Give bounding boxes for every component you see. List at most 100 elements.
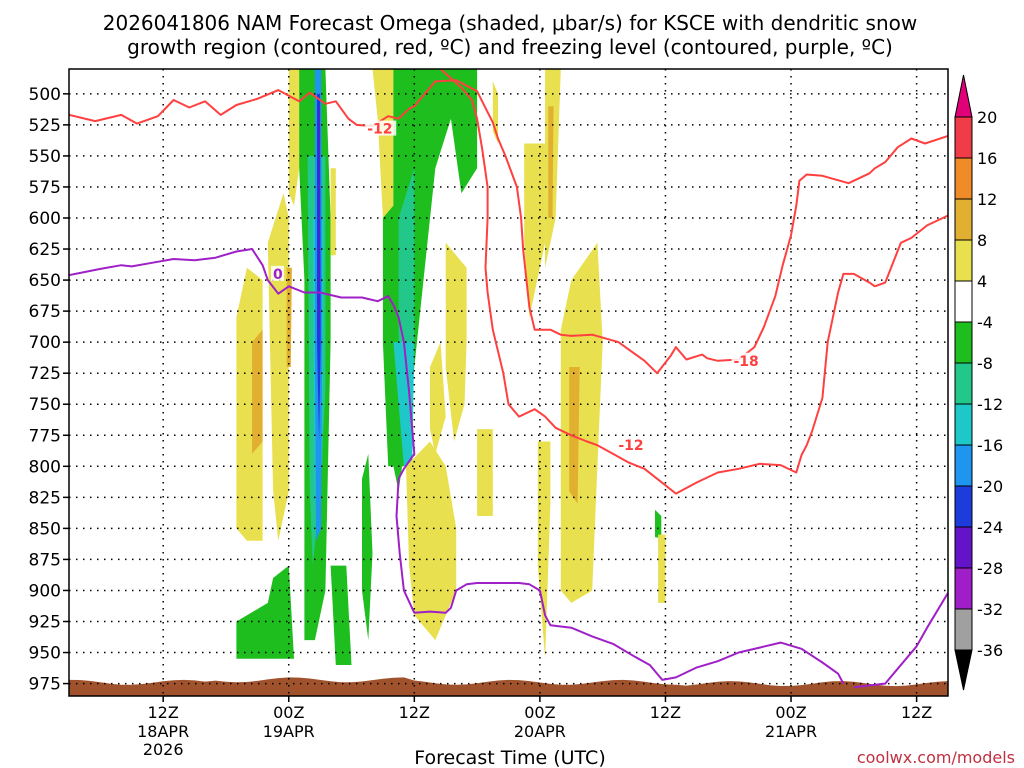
colorbar-label: 16 xyxy=(977,149,997,168)
omega-region-4-7 xyxy=(430,342,446,454)
y-tick-label: 600 xyxy=(29,209,61,229)
omega-region-4-14 xyxy=(658,534,666,603)
y-tick-label: 900 xyxy=(29,581,61,601)
omega-region-4-6 xyxy=(445,242,467,442)
colorbar-bin xyxy=(954,198,973,241)
colorbar-label: -12 xyxy=(977,395,1003,414)
omega-region-neg4-6 xyxy=(655,509,662,539)
y-tick-label: 750 xyxy=(29,395,61,415)
x-tick-label: 12Z xyxy=(399,703,430,722)
colorbar-label: -20 xyxy=(977,477,1003,496)
colorbar-bin xyxy=(954,321,973,364)
colorbar-label: -32 xyxy=(977,600,1003,619)
credit-text: coolwx.com/models xyxy=(857,748,1015,767)
omega-region-4-0 xyxy=(236,267,263,541)
omega-region-4-13 xyxy=(560,242,603,603)
y-tick-label: 725 xyxy=(29,364,61,384)
contour-labels: -12 -18 -12 0 xyxy=(271,120,763,454)
omega-region-8-2 xyxy=(548,106,554,218)
x-tick-label: 00Z xyxy=(273,703,304,722)
y-tick-label: 800 xyxy=(29,457,61,477)
colorbar-bottom-arrow xyxy=(954,649,973,691)
contour-dgz-minus12-upper xyxy=(69,79,948,375)
x-axis-label: Forecast Time (UTC) xyxy=(414,747,605,768)
y-tick-label: 850 xyxy=(29,519,61,539)
y-tick-label: 700 xyxy=(29,333,61,353)
contour-lines xyxy=(69,69,948,689)
y-axis: 500 525 550 575 600 625 650 675 700 725 750 775 800 8… xyxy=(29,85,69,695)
terrain-fill xyxy=(69,677,948,696)
contour-freezing-level xyxy=(69,248,845,685)
colorbar-bin xyxy=(954,157,973,200)
omega-region-neg4-5 xyxy=(236,565,294,659)
contour-label-dgz-minus12-lower: -12 xyxy=(618,438,643,454)
y-tick-label: 575 xyxy=(29,178,61,198)
colorbar-label: -24 xyxy=(977,518,1003,537)
colorbar-bin xyxy=(954,608,973,651)
y-tick-label: 875 xyxy=(29,550,61,570)
chart-title-line2: growth region (contoured, red, ºC) and f… xyxy=(127,35,893,59)
omega-region-4-10 xyxy=(524,143,546,318)
colorbar-label: 12 xyxy=(977,190,997,209)
colorbar-bin xyxy=(954,485,973,528)
omega-region-4-2 xyxy=(288,69,300,206)
colorbar-label: 20 xyxy=(977,108,997,127)
colorbar-bin xyxy=(954,403,973,446)
plot-area: -12 -18 -12 0 xyxy=(68,68,949,697)
colorbar-bin xyxy=(954,280,973,323)
colorbar-bin xyxy=(954,116,973,159)
x-tick-label: 12Z xyxy=(148,703,179,722)
x-tick-label: 00Z xyxy=(775,703,806,722)
omega-region-neg24-0 xyxy=(318,106,320,343)
colorbar-label: -36 xyxy=(977,641,1003,660)
colorbar-bin xyxy=(954,362,973,405)
y-tick-label: 625 xyxy=(29,240,61,260)
y-tick-label: 950 xyxy=(29,644,61,664)
contour-label-bg xyxy=(271,265,285,281)
contour-label-dgz-minus18: -18 xyxy=(733,354,758,370)
colorbar-bin xyxy=(954,526,973,569)
omega-region-4-8 xyxy=(477,429,493,516)
y-tick-label: 925 xyxy=(29,613,61,633)
x-tick-label: 00Z xyxy=(524,703,555,722)
y-tick-label: 500 xyxy=(29,85,61,105)
omega-region-neg4-2 xyxy=(362,453,373,641)
contour-label-freezing-level: 0 xyxy=(273,267,283,283)
contour-label-bg xyxy=(731,352,763,368)
omega-region-4-11 xyxy=(537,441,551,659)
terrain-layer xyxy=(69,677,948,696)
contour-label-bg xyxy=(616,437,648,453)
colorbar-label: -4 xyxy=(977,313,993,332)
y-tick-label: 975 xyxy=(29,675,61,695)
x-tick-label: 12Z xyxy=(650,703,681,722)
colorbar-label: 8 xyxy=(977,231,987,250)
y-tick-label: 650 xyxy=(29,271,61,291)
y-tick-label: 550 xyxy=(29,147,61,167)
x-tick-date: 18APR xyxy=(137,722,189,741)
x-tick-date: 19APR xyxy=(263,722,315,741)
omega-region-4-3 xyxy=(330,168,336,256)
x-tick-date: 21APR xyxy=(765,722,817,741)
colorbar: 20 16 12 8 4 -4 -8 -12 -16 -20 -24 -28 -32 -36 xyxy=(954,74,1003,691)
contour-dgz-minus12-lower xyxy=(439,69,948,495)
colorbar-bin xyxy=(954,444,973,487)
colorbar-label: -16 xyxy=(977,436,1003,455)
x-tick-label: 12Z xyxy=(901,703,932,722)
y-tick-label: 675 xyxy=(29,302,61,322)
y-tick-label: 775 xyxy=(29,426,61,446)
plot-frame xyxy=(68,68,949,697)
colorbar-label: -28 xyxy=(977,559,1003,578)
omega-region-neg4-0 xyxy=(163,69,331,641)
contour-label-dgz-minus12-upper: -12 xyxy=(367,122,392,138)
colorbar-bin xyxy=(954,567,973,610)
colorbar-label: -8 xyxy=(977,354,993,373)
x-tick-date: 20APR xyxy=(514,722,566,741)
y-tick-label: 825 xyxy=(29,488,61,508)
omega-region-8-0 xyxy=(252,329,263,454)
colorbar-bin xyxy=(954,239,973,282)
chart-title-line1: 2026041806 NAM Forecast Omega (shaded, μ… xyxy=(103,11,917,35)
contour-label-bg xyxy=(365,120,397,136)
